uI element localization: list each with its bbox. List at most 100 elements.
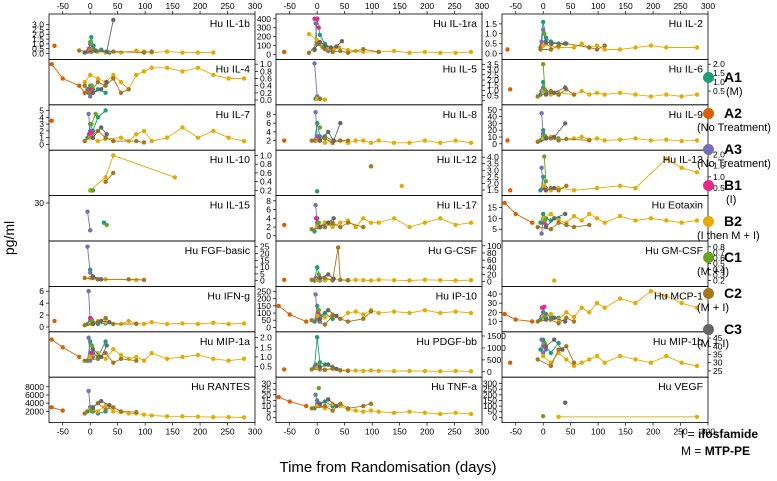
data-point-c2 [330,313,335,319]
data-point-b2 [180,354,185,360]
data-point-c1 [316,220,321,225]
data-point-c2 [548,363,554,369]
y-tick-label: 0.5 [32,44,44,54]
data-point-c2 [322,136,328,141]
y-tick-label: 0 [266,322,271,332]
data-point-b2 [361,312,366,317]
data-point-c1 [104,222,109,228]
y-tick-label: 8 [266,196,271,206]
data-point-b2 [368,408,374,413]
x-tick-label-top: 300 [701,1,715,11]
data-point-c2 [322,367,328,373]
data-point-c3 [563,319,568,324]
y-tick-label: 1.5 [713,68,725,78]
y-tick-label: 2.5 [32,24,44,34]
x-tick-label-top: 100 [138,1,152,11]
y-tick-label: 15 [262,395,272,405]
x-tick-label-bottom: 300 [248,427,262,437]
y-tick-label: 10 [260,262,270,272]
data-point-c2 [317,96,323,101]
data-point-b2 [226,76,231,81]
y-tick-label: 6 [266,118,271,128]
data-point-c3 [331,138,336,143]
data-point-b2 [617,353,623,359]
y-tick-label: 0 [492,412,497,422]
data-point-b2 [617,137,623,142]
x-tick-label-bottom: 0 [88,427,93,437]
data-point-a1 [95,115,101,120]
data-point-c2 [345,319,351,324]
data-point-c3 [563,121,568,126]
panel-title: Hu IL-13 [663,154,703,166]
data-point-a1 [541,211,546,217]
data-point-b2 [361,278,366,283]
y-tick-label: 20 [487,269,497,279]
y-tick-label: 0.7 [713,247,725,257]
data-point-b2 [164,414,170,419]
data-point-b2 [422,138,428,143]
data-point-b2 [564,357,569,362]
data-point-b2 [330,401,335,406]
data-point-b2 [361,216,366,221]
data-point-c2 [535,357,540,362]
data-point-b2 [453,410,458,415]
legend-marker-a1 [703,72,714,83]
y-tick-label: 400 [257,14,271,24]
x-tick-label-top: 150 [166,1,180,11]
data-point-a2 [508,87,513,92]
y-tick-label: 30 [713,358,723,368]
data-point-a2 [287,399,292,404]
data-point-b2 [211,320,216,325]
panel-title: Hu IL-10 [210,154,250,166]
data-point-c3 [334,313,339,319]
y-tick-label: 0.5 [485,39,497,49]
series-line-c3 [319,122,341,142]
data-point-c2 [556,43,561,48]
data-point-c3 [331,276,336,281]
data-point-c2 [330,49,335,55]
y-tick-label: 0 [260,276,265,286]
data-point-c3 [99,87,104,92]
data-point-b1 [315,16,320,21]
data-point-a2 [282,277,287,282]
data-point-c2 [111,138,116,144]
data-point-c1 [542,87,547,92]
panel-hu-il-5: 0.51.01.52.02.53.03.5 Hu IL-5 [275,59,499,106]
series-line-a1 [314,337,333,368]
data-point-b2 [694,170,700,175]
x-tick-label-bottom: 50 [340,427,350,437]
y-tick-label: 0.0 [260,95,272,105]
data-point-a1 [103,90,108,96]
data-point-b2 [664,137,669,142]
data-point-c2 [141,140,147,145]
data-point-b2 [211,72,216,78]
x-tick-label-bottom: 200 [420,427,434,437]
data-point-b2 [422,220,428,225]
data-point-b2 [556,414,561,419]
y-tick-label: 60 [487,255,497,265]
data-point-a3 [541,310,546,315]
data-point-c3 [90,90,96,96]
data-point-c1 [542,340,547,346]
data-point-a3 [88,270,93,275]
y-tick-label: 0 [487,367,492,377]
data-point-c2 [556,138,561,143]
data-point-b1 [313,216,319,221]
data-point-c2 [103,315,108,321]
data-point-b2 [579,134,584,140]
data-point-a3 [313,21,318,26]
data-point-c2 [77,48,82,53]
data-point-a3 [85,244,90,249]
data-point-c2 [118,356,124,361]
data-point-a3 [86,388,91,394]
y-tick-label: 1.0 [260,352,272,362]
data-point-a2 [530,220,535,225]
data-point-c3 [543,344,549,349]
series-line-a3 [314,63,321,100]
y-tick-label: 1.0 [487,85,499,95]
data-point-c1 [88,39,93,45]
